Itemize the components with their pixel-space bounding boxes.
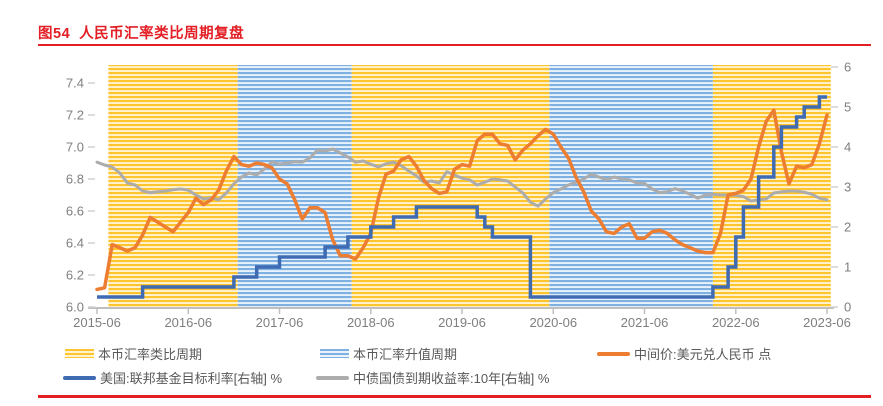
svg-text:2021-06: 2021-06 [621, 315, 669, 330]
footer-rule [38, 395, 871, 398]
svg-text:6: 6 [844, 60, 851, 75]
svg-text:2022-06: 2022-06 [712, 315, 760, 330]
chart-legend-row-1: 本币汇率类比周期 本币汇率升值周期 中间价:美元兑人民币 点 [0, 344, 883, 363]
blue-line-swatch-icon [63, 375, 96, 380]
legend-label: 中间价:美元兑人民币 点 [634, 347, 772, 362]
svg-text:0: 0 [844, 300, 851, 315]
svg-text:6.6: 6.6 [66, 204, 84, 219]
blue-band-swatch-icon [320, 349, 349, 358]
svg-text:2018-06: 2018-06 [347, 315, 395, 330]
svg-text:7.4: 7.4 [66, 76, 84, 91]
svg-text:1: 1 [844, 260, 851, 275]
cycle-bands [108, 65, 831, 307]
legend-item-cgb-10y-yield: 中债国债到期收益率:10年[右轴] % [316, 368, 549, 387]
svg-text:6.4: 6.4 [66, 236, 84, 251]
series-cgb-yield [95, 147, 829, 208]
title-underline [38, 44, 871, 46]
svg-text:2: 2 [844, 220, 851, 235]
legend-item-analog-cycle: 本币汇率类比周期 [65, 344, 202, 363]
svg-text:2020-06: 2020-06 [529, 315, 577, 330]
figure-title: 图54 人民币汇率类比周期复盘 [38, 26, 245, 42]
svg-text:7.2: 7.2 [66, 108, 84, 123]
svg-text:2019-06: 2019-06 [438, 315, 486, 330]
axes: 2015-06 2016-06 2017-06 2018-06 2019-06 2020-… [66, 60, 851, 331]
svg-text:4: 4 [844, 140, 851, 155]
svg-text:3: 3 [844, 180, 851, 195]
svg-text:6.8: 6.8 [66, 172, 84, 187]
svg-text:2017-06: 2017-06 [256, 315, 304, 330]
legend-item-appreciation-cycle: 本币汇率升值周期 [320, 344, 457, 363]
yellow-band-swatch-icon [65, 349, 94, 358]
chart-legend-row-2: 美国:联邦基金目标利率[右轴] % 中债国债到期收益率:10年[右轴] % [0, 368, 883, 387]
legend-label: 本币汇率类比周期 [98, 347, 203, 362]
legend-label: 中债国债到期收益率:10年[右轴] % [353, 371, 550, 386]
series-parity [95, 108, 829, 292]
legend-label: 本币汇率升值周期 [353, 347, 458, 362]
orange-line-swatch-icon [597, 351, 630, 356]
legend-item-central-parity: 中间价:美元兑人民币 点 [597, 344, 771, 363]
svg-text:2016-06: 2016-06 [164, 315, 212, 330]
svg-text:5: 5 [844, 100, 851, 115]
legend-item-fed-funds: 美国:联邦基金目标利率[右轴] % [63, 368, 282, 387]
svg-text:2015-06: 2015-06 [73, 315, 121, 330]
series-fed-funds [97, 95, 827, 299]
svg-text:6.0: 6.0 [66, 300, 84, 315]
svg-text:7.0: 7.0 [66, 140, 84, 155]
legend-label: 美国:联邦基金目标利率[右轴] % [100, 371, 283, 386]
svg-text:2023-06: 2023-06 [803, 315, 851, 330]
gray-line-swatch-icon [316, 375, 349, 380]
svg-text:6.2: 6.2 [66, 268, 84, 283]
